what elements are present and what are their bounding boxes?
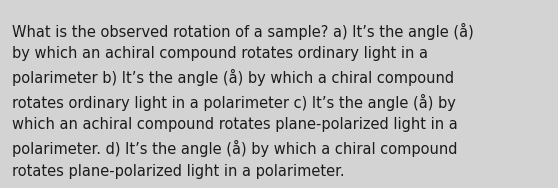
Text: What is the observed rotation of a sample? a) It’s the angle (å)
by which an ach: What is the observed rotation of a sampl… [12,23,474,179]
